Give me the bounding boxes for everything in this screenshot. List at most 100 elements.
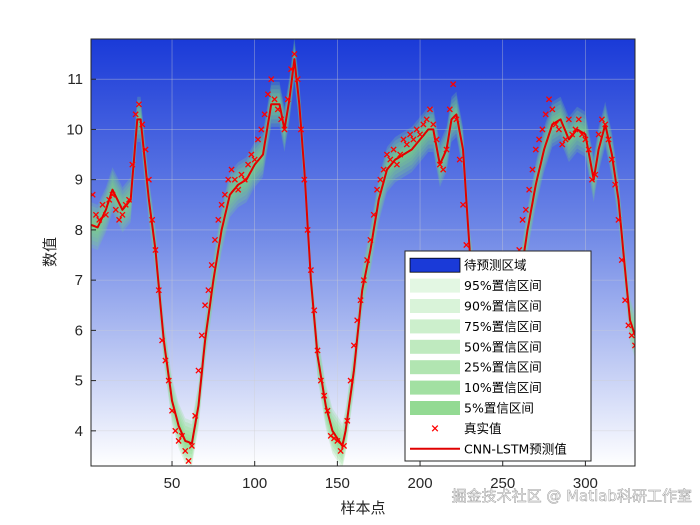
y-tick-label: 10 xyxy=(66,121,83,138)
true-value-marker xyxy=(393,161,400,168)
true-value-marker xyxy=(129,161,136,168)
true-value-marker xyxy=(291,51,298,58)
true-value-marker xyxy=(383,151,391,158)
true-value-marker xyxy=(119,211,126,218)
true-value-marker xyxy=(106,196,113,203)
true-value-marker xyxy=(238,171,245,178)
true-value-marker xyxy=(96,216,103,223)
legend-label: 75%置信区间 xyxy=(464,319,542,334)
true-value-marker xyxy=(334,437,341,444)
true-value-marker xyxy=(436,161,443,168)
true-value-marker xyxy=(254,136,262,143)
true-value-marker xyxy=(337,447,344,454)
true-value-marker xyxy=(542,111,549,118)
x-tick-label: 250 xyxy=(490,475,515,492)
true-value-marker xyxy=(397,151,404,158)
true-value-marker xyxy=(459,201,467,208)
legend-item-band3: 50%置信区间 xyxy=(410,339,542,354)
true-value-marker xyxy=(360,277,367,284)
true-value-marker xyxy=(539,126,546,133)
true-value-marker xyxy=(615,216,622,223)
true-value-marker xyxy=(211,236,219,244)
true-value-marker xyxy=(172,427,179,434)
true-value-marker xyxy=(125,196,133,203)
true-value-marker xyxy=(132,111,139,118)
legend-item-pred: CNN-LSTM预测值 xyxy=(410,441,567,456)
true-value-marker xyxy=(592,171,599,178)
true-value-marker xyxy=(559,141,566,148)
legend-swatch xyxy=(410,339,460,354)
true-value-marker xyxy=(407,131,414,138)
true-value-marker xyxy=(565,116,572,123)
true-value-marker xyxy=(426,106,434,113)
legend-item-region: 待预测区域 xyxy=(409,258,527,273)
true-value-marker xyxy=(142,146,149,153)
true-value-marker xyxy=(403,141,410,148)
true-value-marker xyxy=(612,181,619,188)
true-value-marker xyxy=(364,256,371,264)
true-value-marker xyxy=(354,317,361,324)
true-value-marker xyxy=(198,332,205,339)
true-value-marker xyxy=(258,126,265,133)
true-value-marker xyxy=(373,186,381,193)
true-value-marker xyxy=(536,136,543,143)
true-value-marker xyxy=(314,347,321,354)
true-value-marker xyxy=(102,211,109,218)
true-value-marker xyxy=(522,206,529,213)
true-value-marker xyxy=(350,342,357,349)
legend-swatch xyxy=(410,278,460,293)
true-value-marker xyxy=(175,437,182,444)
true-value-marker xyxy=(519,216,526,223)
true-value-marker xyxy=(545,96,553,103)
true-value-marker xyxy=(324,407,331,414)
true-value-marker xyxy=(122,201,129,208)
true-value-marker xyxy=(307,267,314,274)
legend: 待预测区域 95%置信区间 90%置信区间 75%置信区间 50%置信区间 25%置信区间… xyxy=(404,250,592,462)
true-value-marker xyxy=(400,136,407,143)
true-value-marker xyxy=(241,176,248,183)
true-value-marker xyxy=(453,116,460,123)
legend-item-band4: 25%置信区间 xyxy=(410,360,542,375)
true-value-marker xyxy=(294,76,301,83)
watermark: 掘金技术社区 @ Matlab科研工作室 xyxy=(452,487,692,505)
true-value-marker xyxy=(261,111,268,118)
true-value-marker xyxy=(423,116,430,123)
true-value-marker xyxy=(321,392,328,399)
true-value-marker xyxy=(608,156,615,163)
legend-label: 真实值 xyxy=(464,421,502,436)
y-tick-label: 9 xyxy=(75,172,83,189)
true-value-marker xyxy=(251,156,258,163)
true-value-marker xyxy=(99,201,106,208)
y-tick-label: 4 xyxy=(75,423,83,440)
true-value-marker xyxy=(109,191,116,198)
true-value-marker xyxy=(380,166,387,173)
plot-frame xyxy=(90,38,636,467)
true-value-marker xyxy=(605,136,612,143)
true-value-marker xyxy=(602,121,609,128)
true-value-marker xyxy=(185,457,192,465)
legend-label: 25%置信区间 xyxy=(464,360,542,375)
legend-marker xyxy=(431,425,439,432)
true-value-marker xyxy=(297,126,305,133)
true-value-marker xyxy=(555,126,562,133)
true-value-marker xyxy=(569,131,576,138)
true-value-marker xyxy=(235,186,242,193)
legend-label: CNN-LSTM预测值 xyxy=(464,441,567,456)
true-value-marker xyxy=(357,297,364,304)
true-value-marker xyxy=(390,146,397,153)
y-tick-label: 8 xyxy=(75,222,83,239)
true-value-marker xyxy=(446,106,453,113)
legend-label: 50%置信区间 xyxy=(464,339,542,354)
true-value-marker xyxy=(271,96,278,103)
true-value-marker xyxy=(139,121,146,128)
true-value-marker xyxy=(218,201,225,208)
true-value-marker xyxy=(413,126,420,133)
true-value-marker xyxy=(532,146,539,153)
true-value-marker xyxy=(231,176,238,183)
true-value-marker xyxy=(631,342,635,349)
y-tick-label: 6 xyxy=(75,322,83,339)
legend-label: 10%置信区间 xyxy=(464,380,542,395)
true-value-marker xyxy=(562,136,569,143)
true-value-marker xyxy=(274,106,281,113)
